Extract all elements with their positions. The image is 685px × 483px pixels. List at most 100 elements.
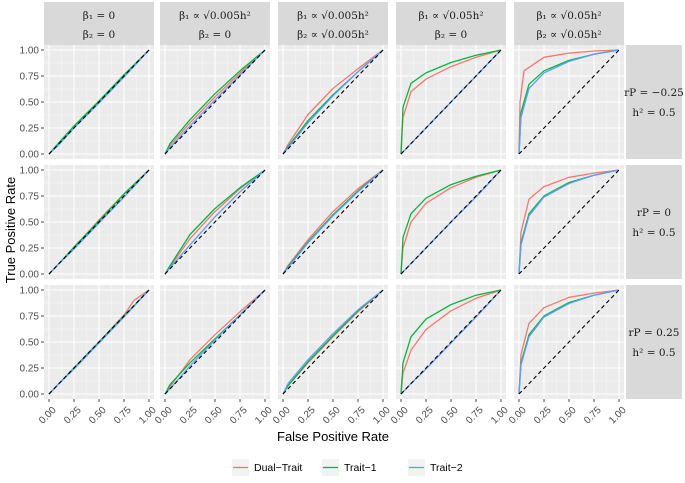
reference-diagonal [282, 49, 384, 155]
panels [44, 45, 624, 399]
column-strip-label: β₁ ∝ √0.005h² [297, 10, 369, 22]
roc-curve-trait-2 [164, 169, 266, 275]
panel [160, 45, 270, 159]
column-strip-label: β₂ = 0 [435, 29, 467, 41]
x-tick-label: 0.50 [87, 405, 109, 427]
y-tick-label: 0.00 [20, 390, 40, 401]
x-tick-label: 0.00 [153, 405, 175, 427]
y-tick-label: 0.50 [20, 218, 40, 229]
roc-curve-dual-trait [164, 49, 266, 155]
reference-diagonal [400, 169, 502, 275]
panel [278, 165, 388, 279]
x-tick-label: 0.75 [582, 405, 604, 427]
y-tick-label: 0.25 [20, 244, 40, 255]
row-strip-label: rP = −0.25 [624, 87, 684, 99]
roc-curve-trait-2 [518, 169, 620, 275]
roc-curve-dual-trait [518, 49, 620, 155]
column-strip-label: β₁ = 0 [83, 10, 115, 22]
roc-curve-trait-2 [164, 49, 266, 155]
column-strip [44, 2, 154, 45]
roc-curve-dual-trait [518, 169, 620, 275]
panel [44, 45, 154, 159]
x-tick-label: 1.00 [489, 405, 511, 427]
row-strip-label: h² = 0.5 [632, 347, 675, 359]
panel [514, 45, 624, 159]
row-strip [626, 285, 682, 399]
roc-curve-trait-1 [164, 169, 266, 275]
roc-curve-trait-2 [164, 289, 266, 395]
roc-curve-trait-1 [400, 289, 502, 395]
x-tick-label: 1.00 [371, 405, 393, 427]
legend: Dual−Trait Trait−1 Trait−2 [232, 459, 463, 476]
x-tick-label: 1.00 [607, 405, 629, 427]
x-tick-label: 0.75 [464, 405, 486, 427]
panel [160, 285, 270, 399]
x-axes: 0.00 0.25 0.50 0.75 1.000.00 0.25 0.50 0.75 1.00… [37, 399, 629, 426]
column-strip [278, 2, 388, 45]
x-tick-label: 0.75 [228, 405, 250, 427]
y-axis-title: True Positive Rate [3, 177, 18, 283]
reference-diagonal [400, 289, 502, 395]
x-tick-label: 0.75 [112, 405, 134, 427]
y-axes: 0.00 0.25 0.50 0.75 1.00 0.00 0.25 0.50 0.75 1.00… [20, 46, 44, 401]
y-tick-label: 1.00 [20, 286, 40, 297]
column-strip-label: β₂ = 0 [199, 29, 231, 41]
roc-curve-trait-2 [48, 169, 150, 275]
y-tick-label: 0.50 [20, 338, 40, 349]
roc-curve-trait-2 [518, 289, 620, 395]
roc-curve-trait-2 [48, 49, 150, 155]
panel [396, 285, 506, 399]
panel [278, 45, 388, 159]
column-strip-label: β₂ = 0 [83, 29, 115, 41]
column-strips: β₁ = 0 β₂ = 0 β₁ ∝ √0.005h² β₂ = 0 β₁ ∝ √0.0… [44, 2, 624, 45]
roc-curve-trait-2 [48, 289, 150, 395]
reference-diagonal [48, 49, 150, 155]
x-tick-label: 0.25 [532, 405, 554, 427]
panel [44, 285, 154, 399]
x-tick-label: 0.50 [439, 405, 461, 427]
y-tick-label: 0.00 [20, 150, 40, 161]
x-tick-label: 0.25 [414, 405, 436, 427]
roc-curve-trait-2 [282, 289, 384, 395]
x-tick-label: 1.00 [253, 405, 275, 427]
column-strip-label: β₁ ∝ √0.05h² [536, 10, 601, 22]
panel [44, 165, 154, 279]
reference-diagonal [400, 49, 502, 155]
reference-diagonal [164, 169, 266, 275]
x-tick-label: 0.25 [296, 405, 318, 427]
row-strip-label: h² = 0.5 [632, 227, 675, 239]
roc-curve-trait-1 [282, 289, 384, 395]
reference-diagonal [518, 289, 620, 395]
panel [160, 165, 270, 279]
x-tick-label: 0.00 [37, 405, 59, 427]
legend-label: Trait−2 [430, 462, 463, 474]
roc-curve-trait-1 [48, 49, 150, 155]
row-strips: rP = −0.25 h² = 0.5 rP = 0 h² = 0.5 rP = 0.2… [624, 45, 684, 399]
y-tick-label: 0.75 [20, 312, 40, 323]
y-tick-label: 0.25 [20, 364, 40, 375]
legend-label: Dual−Trait [254, 462, 302, 474]
y-tick-label: 1.00 [20, 166, 40, 177]
roc-curve-dual-trait [282, 49, 384, 155]
x-axis-title: False Positive Rate [277, 429, 389, 444]
x-tick-label: 0.75 [346, 405, 368, 427]
row-strip [626, 165, 682, 279]
legend-label: Trait−1 [344, 462, 377, 474]
y-tick-label: 0.75 [20, 192, 40, 203]
roc-curve-trait-1 [400, 169, 502, 275]
column-strip-label: β₁ ∝ √0.005h² [179, 10, 251, 22]
x-tick-label: 0.00 [389, 405, 411, 427]
roc-curve-trait-2 [282, 169, 384, 275]
y-tick-label: 1.00 [20, 46, 40, 57]
reference-diagonal [48, 289, 150, 395]
x-tick-label: 0.25 [178, 405, 200, 427]
roc-curve-dual-trait [164, 289, 266, 395]
roc-curve-dual-trait [400, 289, 502, 395]
column-strip [160, 2, 270, 45]
reference-diagonal [282, 169, 384, 275]
panel [396, 45, 506, 159]
x-tick-label: 0.00 [271, 405, 293, 427]
row-strip [626, 45, 682, 159]
reference-diagonal [282, 289, 384, 395]
